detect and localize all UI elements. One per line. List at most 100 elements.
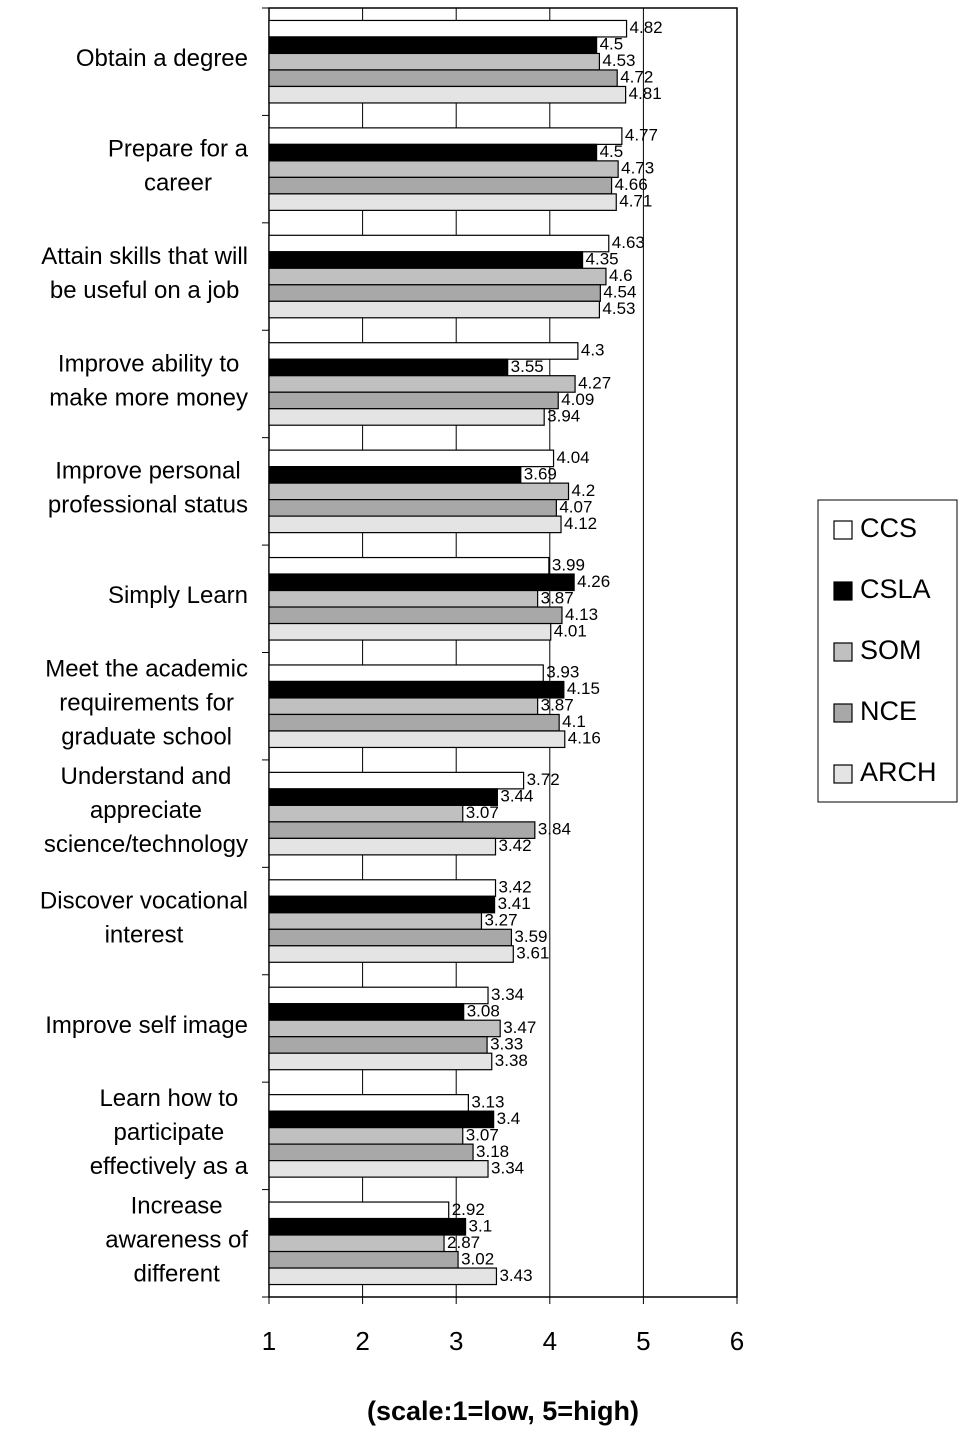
value-label: 4.66 — [615, 175, 648, 194]
bar — [268, 879, 497, 897]
y-tick-label: science/technology — [44, 831, 248, 858]
bar — [268, 804, 464, 823]
bar — [268, 928, 513, 947]
value-label: 3.13 — [471, 1092, 504, 1111]
value-label: 4.81 — [629, 84, 662, 103]
bar — [268, 143, 598, 162]
bar — [268, 515, 562, 534]
bar — [268, 449, 555, 468]
bar — [268, 589, 539, 608]
x-tick-label: 3 — [449, 1326, 463, 1356]
y-tick-label: effectively as a — [90, 1153, 249, 1180]
legend-label: NCE — [860, 696, 917, 726]
y-tick-label: Obtain a degree — [76, 45, 248, 72]
bar — [268, 713, 560, 732]
value-label: 3.02 — [461, 1249, 494, 1268]
bar — [268, 1094, 469, 1112]
value-label: 3.59 — [514, 927, 547, 946]
bar — [268, 1267, 498, 1286]
x-axis-title: (scale:1=low, 5=high) — [367, 1396, 639, 1426]
y-tick-label: be useful on a job — [50, 277, 239, 304]
value-label: 2.87 — [447, 1233, 480, 1252]
bar — [268, 234, 610, 253]
bar — [268, 1003, 465, 1021]
value-label: 4.82 — [630, 18, 663, 37]
y-tick-label: Learn how to — [99, 1085, 238, 1112]
x-tick-label: 2 — [355, 1326, 369, 1356]
value-label: 3.61 — [516, 944, 549, 963]
value-label: 3.07 — [466, 1125, 499, 1144]
value-label: 4.27 — [578, 373, 611, 392]
x-tick-label: 4 — [543, 1326, 557, 1356]
y-tick-label: Prepare for a — [108, 135, 249, 162]
bar — [268, 36, 598, 55]
y-tick-label: Improve ability to — [58, 350, 239, 377]
bar — [268, 391, 559, 410]
bar — [268, 837, 497, 856]
legend-swatch — [833, 581, 853, 601]
legend-swatch — [833, 703, 853, 723]
bar — [268, 160, 619, 178]
y-tick-label: requirements for — [59, 690, 234, 717]
value-label: 4.04 — [557, 448, 590, 467]
bar — [268, 680, 565, 699]
value-label: 3.93 — [546, 663, 579, 682]
bar — [268, 284, 601, 302]
bar — [268, 1127, 464, 1145]
y-tick-label: make more money — [49, 384, 248, 411]
value-label: 4.5 — [600, 35, 624, 54]
bar — [268, 556, 550, 575]
bar — [268, 1036, 488, 1054]
y-tick-label: career — [144, 169, 212, 196]
bar — [268, 664, 544, 683]
legend-label: CCS — [860, 513, 917, 543]
value-label: 3.94 — [547, 406, 580, 425]
bar — [268, 1019, 501, 1038]
value-label: 4.09 — [561, 390, 594, 409]
bar — [268, 1250, 459, 1269]
x-tick-label: 1 — [262, 1326, 276, 1356]
value-label: 3.41 — [498, 894, 531, 913]
value-label: 3.34 — [491, 985, 524, 1004]
value-label: 4.13 — [565, 605, 598, 624]
value-label: 4.53 — [602, 299, 635, 318]
value-label: 3.33 — [490, 1034, 523, 1053]
bar — [268, 1217, 467, 1236]
bar — [268, 375, 576, 393]
value-label: 4.16 — [568, 729, 601, 748]
bar — [268, 408, 545, 426]
y-tick-label: Simply Learn — [108, 582, 248, 609]
legend-label: CSLA — [860, 574, 931, 604]
value-label: 3.72 — [527, 770, 560, 789]
bar — [268, 945, 514, 963]
value-label: 4.15 — [567, 679, 600, 698]
bar — [268, 193, 617, 211]
y-tick-label: Improve self image — [45, 1012, 248, 1039]
y-tick-label: different — [133, 1261, 220, 1288]
value-label: 3.42 — [499, 836, 532, 855]
value-label: 3.47 — [503, 1018, 536, 1037]
y-tick-label: Discover vocational — [40, 887, 248, 914]
bar — [268, 788, 498, 806]
x-tick-label: 5 — [636, 1326, 650, 1356]
bar — [268, 251, 584, 269]
value-label: 3.87 — [541, 588, 574, 607]
value-label: 4.12 — [564, 514, 597, 533]
y-tick-label: graduate school — [61, 724, 232, 751]
bar — [268, 19, 628, 38]
value-label: 3.69 — [524, 464, 557, 483]
bar — [268, 697, 539, 716]
bar — [268, 730, 566, 749]
value-label: 4.5 — [600, 142, 624, 161]
bar — [268, 1052, 493, 1071]
bar — [268, 821, 536, 839]
value-label: 3.84 — [538, 820, 571, 839]
y-tick-label: awareness of — [105, 1227, 248, 1254]
value-label: 4.53 — [602, 51, 635, 70]
bar — [268, 300, 601, 319]
value-label: 4.77 — [625, 126, 658, 145]
value-label: 4.2 — [572, 481, 596, 500]
bar — [268, 69, 618, 88]
bar — [268, 986, 489, 1005]
